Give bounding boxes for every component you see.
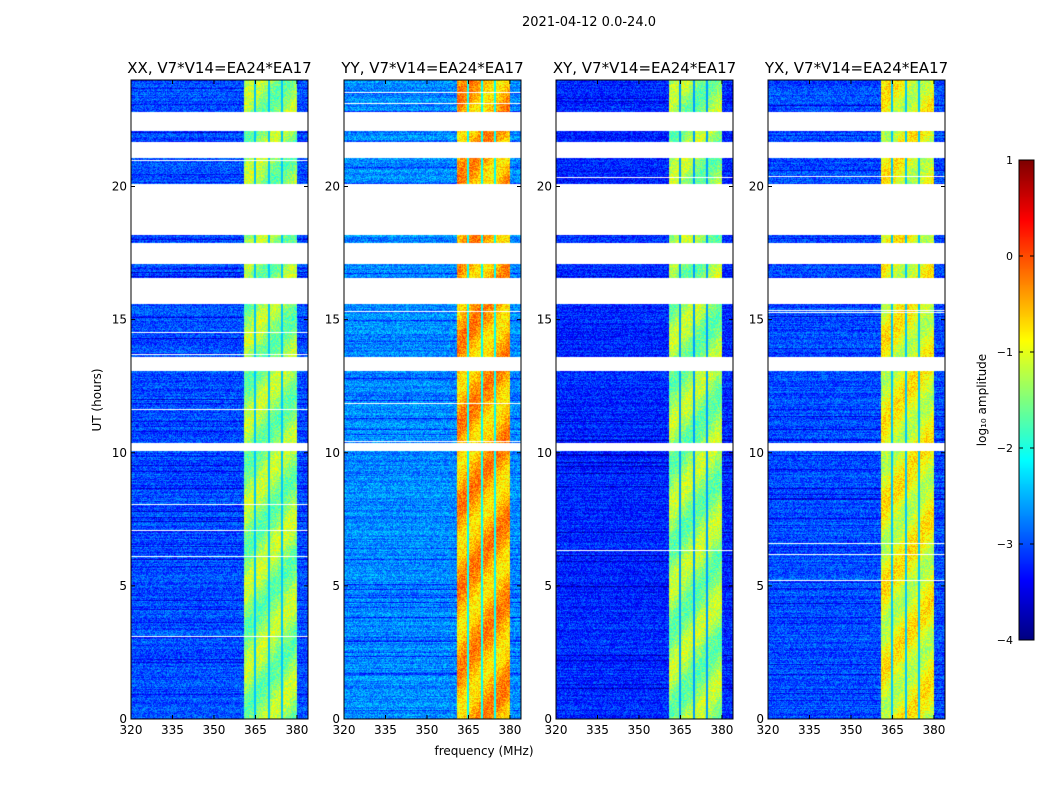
y-tick-label: 0: [332, 712, 340, 726]
figure-title: 2021-04-12 0.0-24.0: [522, 15, 656, 30]
x-tick-label: 365: [881, 723, 904, 737]
panel-frame: [767, 79, 946, 720]
y-tick-label: 20: [749, 180, 764, 194]
x-tick-label: 350: [203, 723, 226, 737]
y-tick-label: 15: [537, 313, 552, 327]
panel-title: XX, V7*V14=EA24*EA17: [127, 59, 311, 77]
colorbar-tick-label: −2: [997, 442, 1013, 455]
y-tick-label: 5: [119, 579, 127, 593]
y-tick-label: 0: [119, 712, 127, 726]
y-tick-label: 20: [112, 180, 127, 194]
x-tick-label: 380: [498, 723, 521, 737]
x-tick-label: 365: [457, 723, 480, 737]
y-axis-label: UT (hours): [90, 368, 104, 431]
x-tick-label: 335: [798, 723, 821, 737]
panel-frame: [555, 79, 734, 720]
x-tick-label: 335: [374, 723, 397, 737]
x-tick-label: 350: [416, 723, 439, 737]
panel-title: YY, V7*V14=EA24*EA17: [340, 59, 523, 77]
colorbar-tick-label: −4: [997, 634, 1013, 647]
y-tick-label: 15: [112, 313, 127, 327]
y-tick-label: 15: [749, 313, 764, 327]
y-tick-label: 5: [544, 579, 552, 593]
panel-frame: [130, 79, 309, 720]
x-tick-label: 350: [840, 723, 863, 737]
y-tick-label: 5: [332, 579, 340, 593]
y-tick-label: 10: [537, 446, 552, 460]
x-axis-label: frequency (MHz): [434, 744, 533, 758]
y-tick-label: 10: [749, 446, 764, 460]
panel-title: XY, V7*V14=EA24*EA17: [553, 59, 736, 77]
y-tick-label: 20: [537, 180, 552, 194]
colorbar-label: log₁₀ amplitude: [975, 354, 989, 446]
y-tick-label: 10: [325, 446, 340, 460]
y-tick-label: 10: [112, 446, 127, 460]
x-tick-label: 380: [922, 723, 945, 737]
x-tick-label: 350: [628, 723, 651, 737]
colorbar-frame: [1018, 159, 1035, 641]
x-tick-label: 380: [285, 723, 308, 737]
x-tick-label: 320: [120, 723, 143, 737]
x-tick-label: 365: [669, 723, 692, 737]
x-tick-label: 320: [333, 723, 356, 737]
x-tick-label: 335: [586, 723, 609, 737]
y-tick-label: 0: [756, 712, 764, 726]
colorbar-tick-label: 1: [1006, 154, 1013, 167]
colorbar-tick-label: −3: [997, 538, 1013, 551]
x-tick-label: 365: [244, 723, 267, 737]
colorbar-tick-label: −1: [997, 346, 1013, 359]
y-tick-label: 0: [544, 712, 552, 726]
panel-title: YX, V7*V14=EA24*EA17: [764, 59, 948, 77]
x-tick-label: 335: [161, 723, 184, 737]
panel-frame: [343, 79, 522, 720]
x-tick-label: 320: [757, 723, 780, 737]
y-tick-label: 5: [756, 579, 764, 593]
y-tick-label: 15: [325, 313, 340, 327]
y-tick-label: 20: [325, 180, 340, 194]
colorbar-tick-label: 0: [1006, 250, 1013, 263]
x-tick-label: 320: [545, 723, 568, 737]
x-tick-label: 380: [710, 723, 733, 737]
